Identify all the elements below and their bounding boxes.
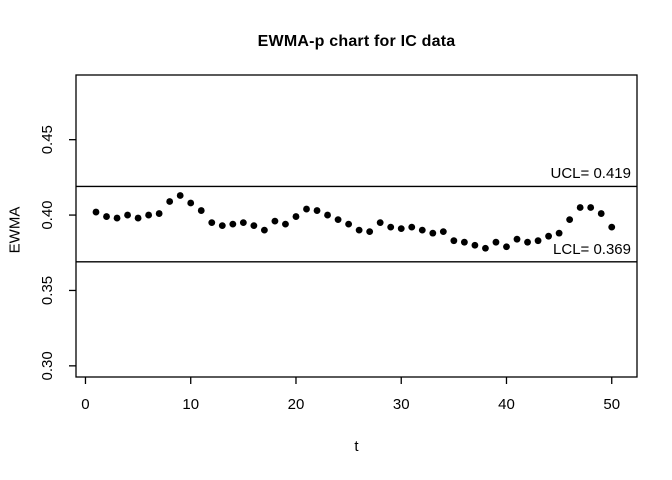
x-axis-label: t — [354, 438, 359, 455]
data-point — [376, 219, 384, 227]
data-point — [460, 238, 468, 246]
data-point — [513, 235, 521, 243]
data-point — [250, 222, 258, 230]
data-point — [271, 217, 279, 225]
x-tick-label: 40 — [498, 396, 515, 413]
data-point — [408, 223, 416, 231]
y-tick-label: 0.40 — [39, 200, 56, 229]
data-point — [345, 220, 353, 228]
data-point — [397, 225, 405, 233]
data-point — [261, 226, 268, 234]
data-point — [113, 214, 121, 222]
data-point — [587, 204, 595, 211]
data-point — [524, 238, 531, 246]
data-point — [229, 220, 237, 228]
x-tick-label: 20 — [288, 396, 305, 413]
x-tick-label: 0 — [81, 396, 89, 413]
data-point — [218, 222, 226, 230]
data-point — [576, 204, 584, 211]
data-point — [450, 237, 458, 245]
data-point — [324, 211, 331, 219]
plot-border — [75, 74, 638, 378]
data-point — [566, 216, 574, 223]
data-point — [418, 226, 426, 234]
data-point — [313, 207, 321, 214]
data-point — [187, 199, 195, 207]
data-point — [534, 237, 542, 245]
data-point — [92, 208, 100, 216]
chart-title: EWMA-p chart for IC data — [257, 33, 456, 50]
data-point — [366, 228, 374, 236]
data-point — [492, 238, 500, 246]
data-point — [208, 219, 216, 227]
data-point — [439, 228, 447, 236]
data-point — [145, 211, 153, 219]
data-point — [545, 232, 552, 240]
data-point — [292, 213, 300, 220]
data-point — [597, 210, 605, 217]
data-point — [503, 243, 510, 251]
data-point — [608, 223, 616, 231]
data-point — [387, 223, 395, 231]
data-point — [124, 211, 131, 219]
data-point — [303, 205, 310, 213]
y-tick-label: 0.45 — [39, 125, 56, 154]
data-point — [103, 213, 110, 220]
y-tick-label: 0.30 — [39, 351, 56, 380]
data-point — [155, 210, 163, 217]
x-tick-label: 10 — [182, 396, 199, 413]
data-point — [355, 226, 363, 234]
y-tick-label: 0.35 — [39, 276, 56, 305]
data-point — [239, 219, 247, 227]
data-point — [334, 216, 342, 223]
data-point — [134, 214, 142, 222]
x-tick-label: 30 — [393, 396, 410, 413]
x-tick-label: 50 — [603, 396, 620, 413]
data-point — [176, 192, 184, 199]
data-point — [197, 207, 205, 214]
data-point — [482, 244, 489, 252]
data-point — [555, 229, 563, 237]
data-point — [282, 220, 289, 228]
ucl-label: UCL= 0.419 — [550, 165, 631, 182]
lcl-label: LCL= 0.369 — [553, 241, 631, 258]
data-point — [166, 198, 174, 205]
data-point — [471, 241, 479, 249]
data-point — [429, 229, 437, 237]
